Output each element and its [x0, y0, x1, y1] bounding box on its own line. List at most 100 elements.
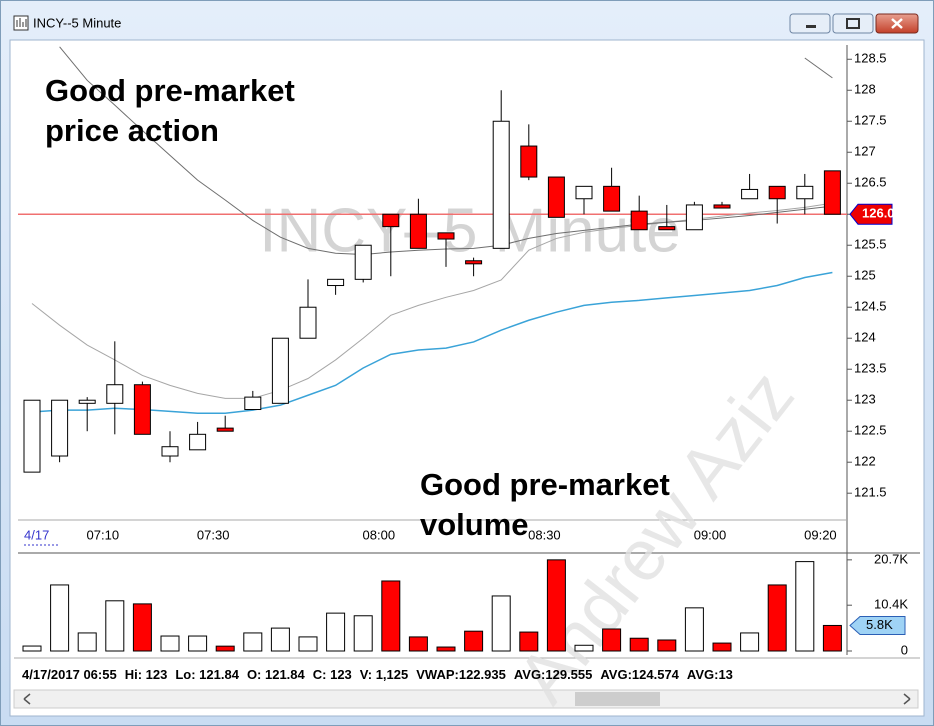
window-title: INCY--5 Minute	[33, 15, 121, 30]
status-item: 4/17/2017 06:55	[22, 667, 117, 682]
candle-body	[133, 384, 151, 435]
annotation: price action	[45, 113, 219, 148]
candle-body	[741, 188, 759, 200]
volume-bar	[50, 584, 70, 652]
volume-bar	[491, 595, 511, 652]
x-tick-label: 08:00	[363, 527, 396, 542]
status-item: C: 123	[313, 667, 352, 682]
candle-body	[603, 185, 621, 212]
x-tick-label: 09:20	[804, 527, 837, 542]
app-icon-bars	[16, 18, 27, 27]
volume-bar	[298, 636, 318, 652]
y-tick-label: 127.5	[854, 113, 887, 128]
y-tick-label: 0	[901, 642, 908, 657]
volume-bar	[519, 631, 539, 652]
candle-body	[189, 433, 207, 451]
y-tick-label: 127	[854, 144, 876, 159]
minimize-button[interactable]	[789, 13, 831, 34]
candle-body	[658, 226, 676, 231]
volume-bar	[574, 644, 594, 652]
status-item: AVG:124.574	[600, 667, 679, 682]
x-tick-label: 08:30	[528, 527, 561, 542]
volume-bar	[546, 559, 566, 652]
candle-body	[492, 120, 510, 249]
y-tick-label: 122.5	[854, 423, 887, 438]
volume-bar	[436, 646, 456, 652]
x-tick-label: 09:00	[694, 527, 727, 542]
candle-body	[354, 244, 372, 280]
annotation: Good pre-market	[420, 467, 670, 502]
status-item: O: 121.84	[247, 667, 306, 682]
y-tick-label: 124.5	[854, 299, 887, 314]
candle-body	[685, 204, 703, 231]
volume-bar	[215, 645, 235, 652]
moving-average-line	[31, 271, 833, 414]
status-item: Hi: 123	[125, 667, 168, 682]
volume-bar	[270, 627, 290, 652]
x-tick-label: 07:30	[197, 527, 230, 542]
x-tick-label: 07:10	[87, 527, 120, 542]
volume-bar	[408, 636, 428, 652]
maximize-button[interactable]	[832, 13, 874, 34]
candle-body	[23, 399, 41, 473]
volume-bar	[132, 603, 152, 652]
y-tick-label: 10.4K	[874, 597, 908, 612]
annotation: Good pre-market	[45, 73, 295, 108]
candle-body	[216, 427, 234, 432]
volume-bar	[381, 580, 401, 652]
y-tick-label: 128	[854, 82, 876, 97]
y-tick-label: 126.5	[854, 175, 887, 190]
scroll-arrows	[23, 693, 911, 705]
volume-bar	[22, 645, 42, 652]
y-tick-label: 123.5	[854, 361, 887, 376]
volume-bar	[188, 635, 208, 652]
status-item: VWAP:122.935	[416, 667, 506, 682]
volume-bar	[326, 612, 346, 652]
close-icon	[891, 18, 903, 29]
volume-bar	[684, 607, 704, 652]
y-tick-label: 20.7K	[874, 551, 908, 566]
volume-bar	[629, 637, 649, 652]
volume-bar	[767, 584, 787, 652]
volume-bar	[712, 642, 732, 652]
y-tick-label: 122	[854, 454, 876, 469]
volume-flag-label: 5.8K	[866, 617, 893, 632]
status-item: V: 1,125	[360, 667, 408, 682]
volume-bar	[822, 624, 842, 652]
volume-bar	[353, 615, 373, 652]
volume-bar	[243, 632, 263, 652]
candle-body	[547, 176, 565, 218]
scrollbar-thumb[interactable]	[575, 692, 660, 706]
candle-body	[437, 232, 455, 240]
candle-body	[409, 213, 427, 249]
candle-body	[161, 446, 179, 457]
y-tick-label: 128.5	[854, 51, 887, 66]
candle-body	[575, 185, 593, 200]
scrollbar[interactable]	[13, 689, 919, 709]
y-tick-label: 121.5	[854, 485, 887, 500]
status-item: AVG:129.555	[514, 667, 593, 682]
candle-body	[630, 210, 648, 231]
maximize-icon	[846, 18, 860, 29]
candle-body	[106, 384, 124, 404]
volume-bar	[105, 600, 125, 652]
volume-bar	[77, 632, 97, 652]
volume-bar	[464, 630, 484, 652]
y-tick-label: 125.5	[854, 237, 887, 252]
status-item: AVG:13	[687, 667, 733, 682]
status-bar: 4/17/2017 06:55 Hi: 123 Lo: 121.84 O: 121.8…	[22, 667, 733, 682]
volume-bar	[160, 635, 180, 652]
candle-body	[796, 185, 814, 200]
price-flag	[849, 203, 893, 225]
candle-body	[244, 396, 262, 411]
minimize-icon	[806, 25, 816, 28]
price-flag-label: 126.00	[862, 206, 902, 221]
candle-body	[520, 145, 538, 178]
status-item: Lo: 121.84	[175, 667, 239, 682]
candle-body	[51, 399, 69, 457]
volume-bar	[657, 639, 677, 652]
x-tick-label: 4/17	[24, 527, 49, 542]
candle-body	[299, 306, 317, 339]
y-tick-label: 124	[854, 330, 876, 345]
